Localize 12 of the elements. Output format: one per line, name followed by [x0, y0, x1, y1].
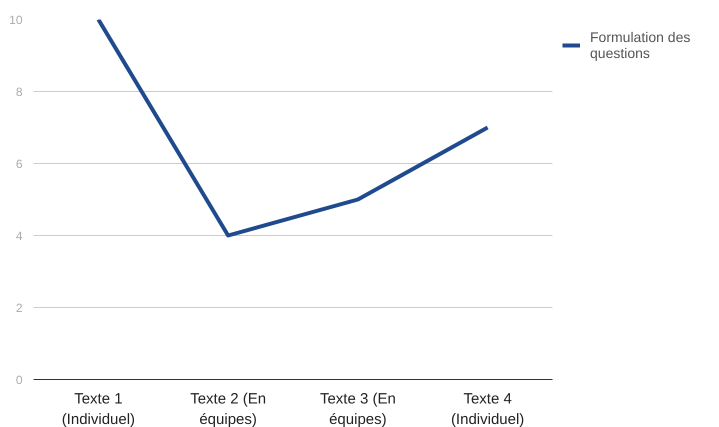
y-tick-label: 6: [16, 157, 23, 171]
y-tick-label: 2: [16, 301, 23, 315]
y-tick-label: 10: [9, 13, 23, 27]
x-tick-label: Texte 1 (Individuel): [62, 390, 136, 427]
x-tick-label: Texte 4 (Individuel): [450, 390, 524, 427]
y-tick-label: 8: [16, 85, 23, 99]
y-tick-label: 4: [16, 229, 23, 243]
line-series: [96, 20, 490, 238]
legend-label: Formulation des questions: [590, 29, 690, 61]
x-tick-label: Texte 3 (En équipes): [320, 390, 396, 427]
x-tick-label: Texte 2 (En équipes): [190, 390, 266, 427]
y-tick-label: 0: [16, 373, 23, 387]
